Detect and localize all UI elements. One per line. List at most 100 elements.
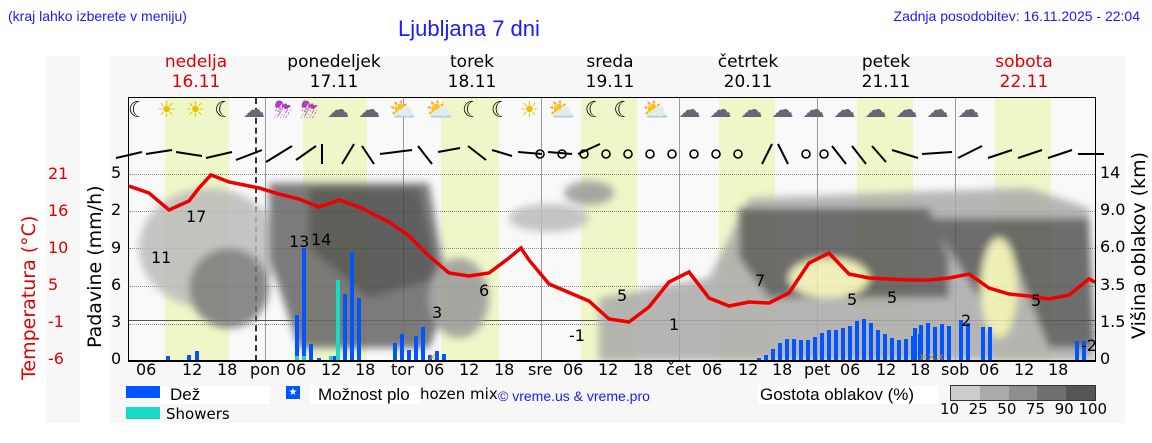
temp-tick: -6 (48, 349, 64, 368)
temp-tick: 5 (48, 275, 59, 294)
temperature-line (129, 172, 1095, 333)
weather-icons-row: ☾ ☀ ☀ ☾ ☁ ⛈ ⛈ ☁ ☁ ⛅ ⛅ ☾ ☾ ☀ ⛅ ☾ ☾ ⛅ ☁ ☁ … (128, 98, 1094, 138)
x-tick: sob (941, 360, 970, 379)
x-tick: 06 (136, 360, 157, 379)
x-tick: pet (804, 360, 831, 379)
left-axis-panel (46, 56, 80, 423)
cloud-density-label: Gostota oblakov (%) (760, 385, 915, 404)
cloud-snow-icon: ☁ (833, 98, 857, 123)
precip-tick: 0 (111, 349, 122, 368)
temp-label: 1 (669, 315, 680, 334)
cloud-height-axis-label: Višina oblakov (km) (1128, 152, 1150, 339)
x-tick: 18 (355, 360, 376, 379)
precip-tick: 6 (111, 275, 122, 294)
moon-cloud-icon: ☾ (584, 98, 606, 123)
moon-cloud-icon: ☾ (461, 98, 483, 123)
temp-label: 6 (479, 281, 490, 300)
x-tick: 12 (182, 360, 203, 379)
temp-label: 5 (617, 286, 628, 305)
cloud-height-tick: 3.5 (1100, 275, 1126, 294)
temp-label: 5 (887, 288, 898, 307)
wind-barbs-row (115, 143, 1104, 165)
day-header: nedelja 16.11 (164, 52, 228, 92)
star-icon: ★ (286, 386, 300, 399)
sun-cloud-icon: ⛅ (548, 98, 577, 123)
cloud-snow-icon: ☁ (864, 98, 888, 123)
temp-label: 5 (847, 290, 858, 309)
x-tick: pon (250, 360, 281, 379)
sun-cloud-rain-icon: ⛅ (642, 98, 671, 123)
moon-cloud-icon: ☾ (128, 98, 149, 123)
frozen-mix-marks: × ××× (428, 352, 944, 361)
x-axis (128, 360, 1096, 362)
day-header: torek 18.11 (447, 52, 497, 92)
credit-link[interactable]: © vreme.us & vreme.pro (498, 388, 650, 404)
cloud-rain-icon: ☁ (709, 98, 733, 123)
x-tick: 18 (1048, 360, 1069, 379)
x-tick: 18 (633, 360, 654, 379)
cloud-rain-icon: ☁ (771, 98, 795, 123)
x-tick: 12 (598, 360, 619, 379)
x-tick: 06 (563, 360, 584, 379)
day-header: ponedeljek 17.11 (287, 52, 381, 92)
rain-legend-label: Dež (170, 385, 201, 404)
temp-label: 3 (432, 303, 443, 322)
x-tick: 12 (876, 360, 897, 379)
sun-cloud-rain-icon: ☀ (156, 98, 178, 123)
cloud-density-ticks: 10 25 50 75 90 100 (940, 400, 1108, 418)
temp-tick: 21 (48, 164, 69, 183)
temp-label: 14 (311, 230, 332, 249)
day-header: četrtek 20.11 (717, 52, 779, 92)
cloud-snow-icon: ☁ (957, 98, 981, 123)
x-tick: 12 (459, 360, 480, 379)
rain-legend-swatch (126, 386, 160, 398)
x-tick: 06 (840, 360, 861, 379)
sun-cloud-rain-icon: ☀ (185, 98, 207, 123)
precip-tick: 9 (111, 238, 122, 257)
location-hint: (kraj lahko izberete v meniju) (8, 8, 187, 24)
meteogram-plot: × ××× 11 17 13 14 3 6 -1 5 1 7 5 5 2 5 -… (128, 97, 1096, 361)
temp-label: 2 (961, 311, 972, 330)
moon-cloud-icon: ☾ (214, 98, 235, 123)
possible-legend-label: Možnost plo (318, 385, 410, 404)
cloud-height-tick: 0 (1100, 349, 1111, 368)
x-tick: 18 (772, 360, 793, 379)
precip-axis-label: Padavine (mm/h) (84, 185, 106, 348)
sun-cloud-thunder-icon: ⛈ (273, 98, 293, 123)
shower-bars (295, 280, 340, 361)
temp-axis-label: Temperatura (°C) (18, 215, 40, 380)
precip-tick: 2 (111, 200, 122, 219)
svg-text:×××: ××× (919, 352, 944, 361)
x-tick: 18 (910, 360, 931, 379)
last-updated: Zadnja posodobitev: 16.11.2025 - 22:04 (893, 8, 1140, 24)
cloud-rain-icon: ☁ (678, 98, 702, 123)
x-tick: 06 (424, 360, 445, 379)
cloud-height-tick: 14 (1100, 163, 1121, 182)
day-header: sreda 19.11 (585, 52, 635, 92)
temp-tick: 16 (48, 201, 69, 220)
sun-cloud-thunder-icon: ⛈ (300, 98, 320, 123)
moon-cloud-icon: ☾ (613, 98, 635, 123)
frozen-legend-label: hozen mix (420, 385, 498, 403)
temp-label: -1 (569, 326, 585, 345)
rain-bars (166, 248, 1086, 361)
temp-label: -2 (1081, 336, 1096, 355)
temp-tick: -1 (48, 312, 64, 331)
x-tick: 12 (321, 360, 342, 379)
temp-label: 11 (151, 248, 172, 267)
chart-svg: × ××× (129, 172, 1095, 361)
moon-icon: ☾ (490, 98, 512, 123)
day-header: sobota 22.11 (995, 52, 1053, 92)
x-tick: 06 (979, 360, 1000, 379)
x-tick: 18 (217, 360, 238, 379)
cloud-rain-snow-icon: ☁ (802, 98, 826, 123)
x-tick: 12 (738, 360, 759, 379)
x-tick: tor (391, 360, 414, 379)
temp-label: 5 (1031, 291, 1042, 310)
temp-tick: 10 (48, 238, 69, 257)
cloud-rain-icon: ☁ (327, 98, 351, 123)
x-tick: sre (528, 360, 553, 379)
sun-icon: ☀ (519, 98, 541, 123)
x-tick: 06 (702, 360, 723, 379)
precip-tick: 5 (111, 163, 122, 182)
